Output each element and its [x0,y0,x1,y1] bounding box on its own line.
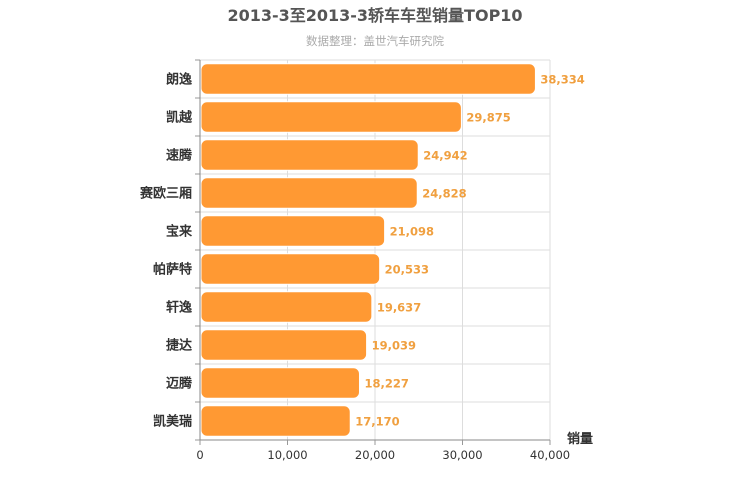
category-label: 宝来 [166,224,193,240]
data-label: 20,533 [385,263,429,277]
bar [200,63,536,95]
bar-layer [200,63,536,437]
axis-layer: 0 10,000 20,000 30,000 40,000 [195,59,570,462]
category-label: 迈腾 [166,376,193,392]
bar [200,215,386,247]
chart-subtitle: 数据整理：盖世汽车研究院 [306,34,444,48]
category-label: 帕萨特 [153,262,192,278]
bar [200,101,462,133]
x-tick-label: 40,000 [530,448,570,462]
bar [200,291,373,323]
category-label: 凯美瑞 [153,414,192,430]
data-label: 19,039 [372,339,416,353]
data-label: 21,098 [390,225,434,239]
bar [200,405,351,437]
category-label: 速腾 [166,148,193,164]
x-tick-label: 30,000 [442,448,482,462]
data-label: 24,942 [423,149,467,163]
data-label: 17,170 [355,415,399,429]
category-label: 赛欧三厢 [139,186,192,202]
category-label: 轩逸 [166,300,192,316]
chart-title: 2013-3至2013-3轿车车型销量TOP10 [227,6,522,25]
x-tick-label: 20,000 [355,448,395,462]
bar [200,253,381,285]
bar [200,177,418,209]
x-axis-title: 销量 [567,431,593,447]
data-label: 19,637 [377,301,421,315]
data-label: 29,875 [466,111,510,125]
category-label: 凯越 [166,110,193,126]
x-tick-label: 10,000 [267,448,307,462]
x-tick-label: 0 [196,448,203,462]
label-layer: 朗逸 38,334 凯越 29,875 速腾 24,942 赛欧三厢 24,828 宝来 21,0… [139,72,585,430]
data-label: 24,828 [422,187,466,201]
data-label: 18,227 [364,377,408,391]
data-label: 38,334 [540,73,584,87]
category-label: 朗逸 [166,72,192,88]
bar [200,139,419,171]
bar [200,367,360,399]
grid-layer [200,59,551,441]
category-label: 捷达 [166,338,192,354]
bar [200,329,368,361]
